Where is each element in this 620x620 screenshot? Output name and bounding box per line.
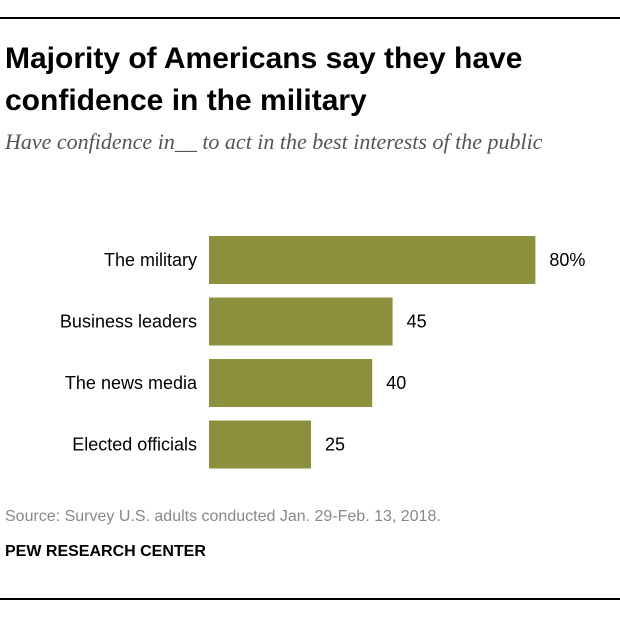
bar-elected-officials xyxy=(209,420,311,469)
category-label-the-news-media: The news media xyxy=(65,373,198,393)
value-label-elected-officials: 25 xyxy=(325,435,345,455)
bottom-rule xyxy=(0,598,620,600)
value-label-business-leaders: 45 xyxy=(407,312,427,332)
bar-the-military xyxy=(209,236,536,284)
source-note: Source: Survey U.S. adults conducted Jan… xyxy=(5,508,441,525)
value-label-the-military: 80% xyxy=(549,250,585,270)
chart-subtitle: Have confidence in__ to act in the best … xyxy=(5,129,543,154)
top-rule xyxy=(0,17,620,19)
bar-the-news-media xyxy=(209,359,373,407)
brand-name: PEW RESEARCH CENTER xyxy=(5,543,206,560)
category-label-elected-officials: Elected officials xyxy=(72,435,197,455)
category-label-the-military: The military xyxy=(104,250,197,270)
value-label-the-news-media: 40 xyxy=(386,373,406,393)
bar-business-leaders xyxy=(209,297,393,346)
bar-chart: The military 80% Business leaders 45 The new… xyxy=(60,236,585,469)
category-label-business-leaders: Business leaders xyxy=(60,312,197,332)
chart-title: Majority of Americans say they have conf… xyxy=(5,42,523,117)
